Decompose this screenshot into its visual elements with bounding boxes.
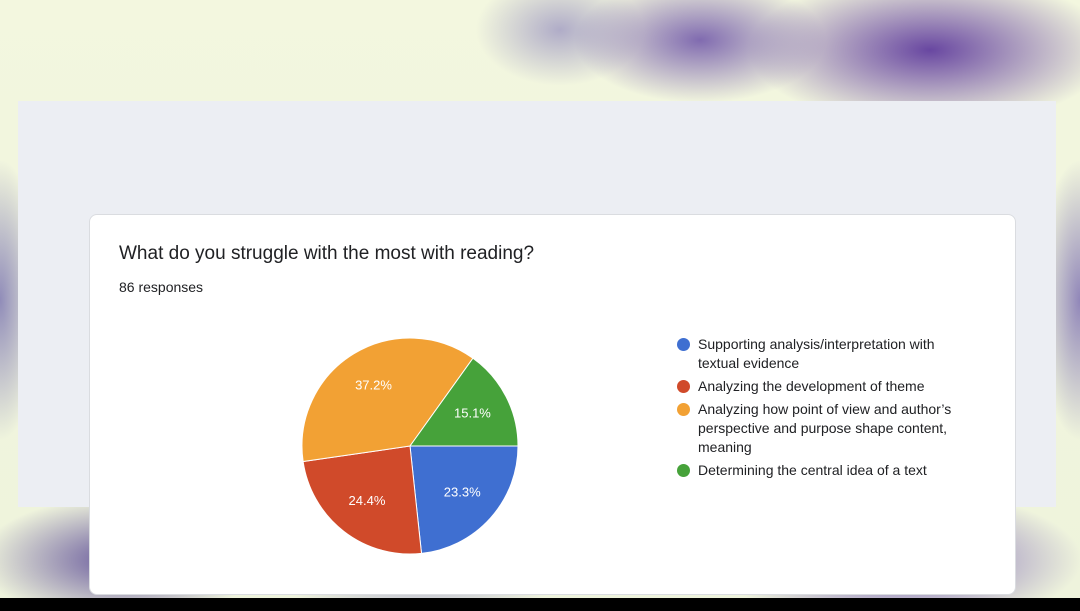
slice-label: 15.1%	[454, 405, 491, 420]
legend-item: Analyzing the development of theme	[677, 377, 967, 396]
legend-item: Supporting analysis/interpretation with …	[677, 335, 967, 373]
legend: Supporting analysis/interpretation with …	[677, 335, 967, 484]
pie-slice	[301, 337, 474, 463]
pie-slice	[409, 357, 519, 447]
legend-swatch	[677, 403, 690, 416]
pie-chart: 23.3% 24.4% 37.2% 15.1%	[301, 337, 519, 555]
legend-swatch	[677, 338, 690, 351]
legend-item: Analyzing how point of view and author’s…	[677, 400, 967, 457]
legend-label: Supporting analysis/interpretation with …	[698, 336, 935, 371]
slice-label: 23.3%	[444, 484, 481, 499]
responses: 86 responses	[119, 279, 204, 295]
legend-swatch	[677, 464, 690, 477]
slice-label: 37.2%	[355, 377, 392, 392]
legend-swatch	[677, 380, 690, 393]
pie-slice	[409, 445, 519, 554]
panel: What do you struggle with the most with …	[18, 101, 1056, 595]
slice-label: 24.4%	[349, 493, 386, 508]
legend-label: Analyzing how point of view and author’s…	[698, 401, 952, 455]
pie-slice	[302, 445, 423, 555]
legend-label: Determining the central idea of a text	[698, 462, 927, 478]
legend-item: Determining the central idea of a text	[677, 461, 967, 480]
legend-label: Analyzing the development of theme	[698, 378, 925, 394]
card: What do you struggle with the most with …	[89, 214, 1016, 595]
bottom-band	[0, 598, 1080, 611]
chart-title: What do you struggle with the most with …	[119, 243, 535, 264]
